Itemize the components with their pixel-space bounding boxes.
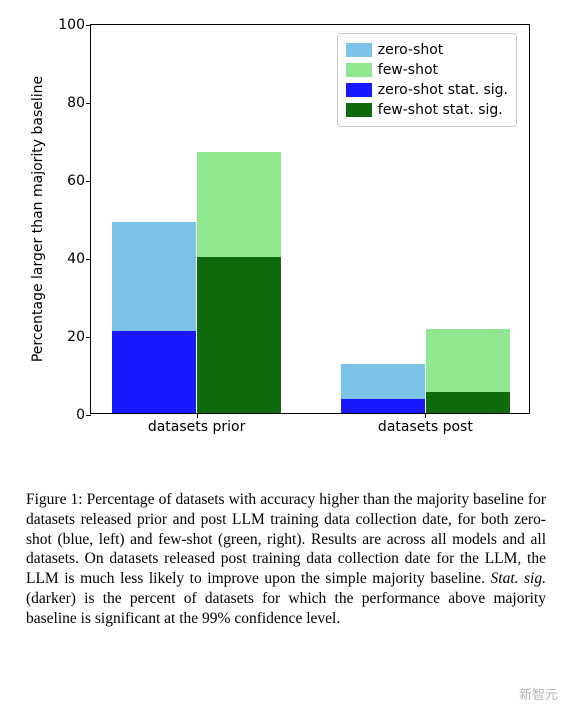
legend-label: zero-shot stat. sig. xyxy=(378,80,508,100)
legend-label: zero-shot xyxy=(378,40,444,60)
legend-swatch xyxy=(346,63,372,77)
legend-item: zero-shot stat. sig. xyxy=(346,80,508,100)
xtick-mark xyxy=(197,413,198,418)
legend-item: few-shot xyxy=(346,60,508,80)
ytick-mark xyxy=(86,181,91,182)
ytick-mark xyxy=(86,25,91,26)
watermark-text: 新智元 xyxy=(519,684,558,703)
legend-box: zero-shotfew-shotzero-shot stat. sig.few… xyxy=(337,33,517,127)
legend-label: few-shot xyxy=(378,60,438,80)
caption-body-1: Percentage of datasets with accuracy hig… xyxy=(26,491,546,587)
ytick-mark xyxy=(86,103,91,104)
bar-post-zero_shot_sig xyxy=(341,399,425,413)
legend-swatch xyxy=(346,43,372,57)
caption-prefix: Figure 1: xyxy=(26,491,87,508)
chart-figure: zero-shotfew-shotzero-shot stat. sig.few… xyxy=(0,0,572,480)
bar-prior-few_shot_sig xyxy=(197,257,281,413)
legend-swatch xyxy=(346,103,372,117)
ytick-mark xyxy=(86,415,91,416)
figure-caption: Figure 1: Percentage of datasets with ac… xyxy=(26,490,546,629)
y-axis-label: Percentage larger than majority baseline xyxy=(30,76,46,362)
ytick-mark xyxy=(86,337,91,338)
caption-body-2: (darker) is the percent of datasets for … xyxy=(26,590,546,627)
caption-italic: Stat. sig. xyxy=(491,570,546,587)
legend-item: zero-shot xyxy=(346,40,508,60)
plot-area: zero-shotfew-shotzero-shot stat. sig.few… xyxy=(90,24,530,414)
bar-prior-zero_shot_sig xyxy=(112,331,196,413)
xtick-mark xyxy=(425,413,426,418)
legend-label: few-shot stat. sig. xyxy=(378,100,503,120)
bar-post-few_shot_sig xyxy=(426,392,510,413)
legend-swatch xyxy=(346,83,372,97)
ytick-mark xyxy=(86,259,91,260)
legend-item: few-shot stat. sig. xyxy=(346,100,508,120)
